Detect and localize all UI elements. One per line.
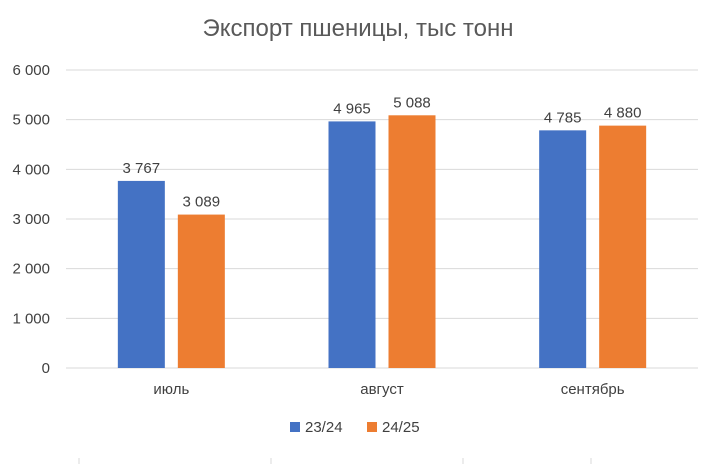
legend-label: 24/25 — [382, 419, 420, 436]
gridlines — [66, 69, 698, 369]
chart-title: Экспорт пшеницы, тыс тонн — [203, 15, 514, 42]
legend-label: 23/24 — [305, 419, 343, 436]
bottom-edge-ticks — [78, 458, 592, 464]
legend-swatch — [367, 422, 377, 432]
data-label: 4 785 — [544, 109, 582, 126]
data-label: 5 088 — [393, 94, 431, 111]
category-label: август — [360, 381, 404, 398]
bar-23-24-0 — [117, 180, 165, 368]
bar-24-25-1 — [388, 115, 436, 369]
legend-swatch — [290, 422, 300, 432]
category-labels: июль август сентябрь — [153, 381, 624, 398]
y-tick-label: 3 000 — [12, 211, 50, 228]
category-label: сентябрь — [561, 381, 625, 398]
category-label: июль — [153, 381, 189, 398]
y-tick-label: 0 — [42, 360, 50, 377]
bar-23-24-2 — [539, 130, 587, 368]
data-label: 3 089 — [183, 194, 221, 211]
bar-23-24-1 — [328, 121, 376, 368]
y-tick-label: 1 000 — [12, 310, 50, 327]
data-labels: 3 767 3 089 4 965 5 088 4 785 4 880 — [123, 94, 642, 210]
bar-24-25-0 — [177, 214, 225, 368]
data-label: 4 880 — [604, 105, 642, 122]
y-axis-ticks: 0 1 000 2 000 3 000 4 000 5 000 6 000 — [12, 62, 50, 377]
legend: 23/24 24/25 — [290, 419, 420, 436]
bar-24-25-2 — [599, 125, 647, 368]
data-label: 4 965 — [333, 100, 371, 117]
y-tick-label: 2 000 — [12, 261, 50, 278]
y-tick-label: 6 000 — [12, 62, 50, 79]
data-label: 3 767 — [123, 160, 161, 177]
bars — [117, 115, 647, 369]
y-tick-label: 5 000 — [12, 112, 50, 129]
y-tick-label: 4 000 — [12, 161, 50, 178]
